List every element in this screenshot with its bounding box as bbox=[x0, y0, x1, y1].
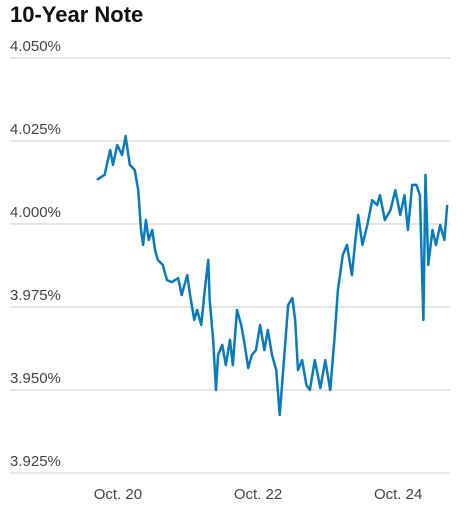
y-tick-label: 3.975% bbox=[10, 287, 61, 304]
chart-title: 10-Year Note bbox=[10, 2, 143, 27]
x-tick-label: Oct. 20 bbox=[94, 486, 142, 503]
y-tick-label: 4.025% bbox=[10, 121, 61, 138]
y-tick-label: 4.000% bbox=[10, 204, 61, 221]
x-tick-label: Oct. 22 bbox=[234, 486, 282, 503]
y-tick-label: 3.925% bbox=[10, 453, 61, 470]
y-tick-label: 4.050% bbox=[10, 38, 61, 55]
x-tick-label: Oct. 24 bbox=[374, 486, 422, 503]
y-tick-label: 3.950% bbox=[10, 370, 61, 387]
line bbox=[96, 134, 449, 417]
